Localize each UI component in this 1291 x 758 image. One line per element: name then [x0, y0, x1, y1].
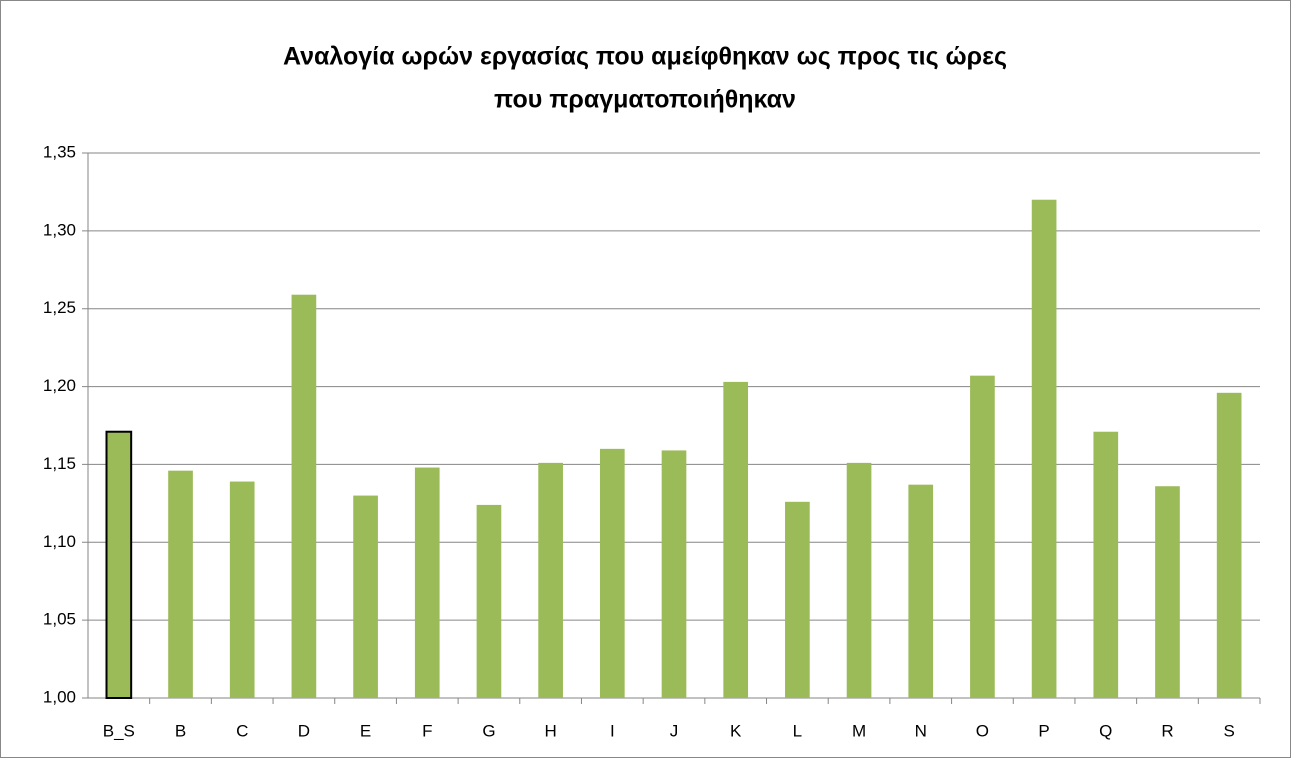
- bar: [538, 462, 563, 698]
- x-tick-label: R: [1161, 721, 1173, 740]
- bar: [1155, 486, 1180, 698]
- y-tick-label: 1,05: [43, 610, 76, 629]
- x-tick-label: O: [976, 721, 989, 740]
- y-tick-label: 1,30: [43, 220, 76, 239]
- x-tick-label: B: [175, 721, 186, 740]
- bar: [229, 481, 255, 698]
- chart-title: που πραγματοποιήθηκαν: [494, 86, 796, 114]
- x-tick-label: H: [544, 721, 556, 740]
- x-tick-label: E: [360, 721, 371, 740]
- y-tick-label: 1,15: [43, 454, 76, 473]
- x-tick-label: K: [730, 721, 742, 740]
- y-tick-label: 1,10: [43, 532, 76, 551]
- bar: [970, 375, 995, 698]
- x-tick-label: G: [482, 721, 495, 740]
- y-tick-label: 1,20: [43, 376, 76, 395]
- bar: [414, 467, 440, 698]
- x-tick-label: D: [298, 721, 310, 740]
- x-tick-label: B_S: [103, 721, 135, 740]
- bar: [168, 470, 193, 698]
- bar: [723, 381, 749, 698]
- bar: [291, 294, 317, 698]
- x-tick-label: P: [1038, 721, 1049, 740]
- x-tick-label: I: [610, 721, 615, 740]
- bar: [353, 495, 378, 698]
- x-tick-label: L: [793, 721, 802, 740]
- bar: [476, 504, 502, 698]
- bar: [846, 462, 872, 698]
- x-tick-label: F: [422, 721, 432, 740]
- bar: [1093, 431, 1119, 698]
- x-tick-label: S: [1223, 721, 1234, 740]
- y-tick-label: 1,00: [43, 687, 76, 706]
- bar: [908, 484, 934, 698]
- bar: [105, 430, 133, 699]
- y-tick-label: 1,25: [43, 298, 76, 317]
- x-tick-label: J: [670, 721, 679, 740]
- x-tick-label: C: [236, 721, 248, 740]
- bar: [599, 448, 625, 698]
- y-tick-label: 1,35: [43, 142, 76, 161]
- bar: [785, 501, 810, 698]
- x-tick-label: N: [915, 721, 927, 740]
- bar: [1216, 392, 1242, 698]
- x-tick-label: M: [852, 721, 866, 740]
- bar: [1031, 199, 1057, 698]
- chart-title: Αναλογία ωρών εργασίας που αμείφθηκαν ως…: [283, 43, 1007, 71]
- bar: [661, 450, 687, 698]
- x-tick-label: Q: [1099, 721, 1112, 740]
